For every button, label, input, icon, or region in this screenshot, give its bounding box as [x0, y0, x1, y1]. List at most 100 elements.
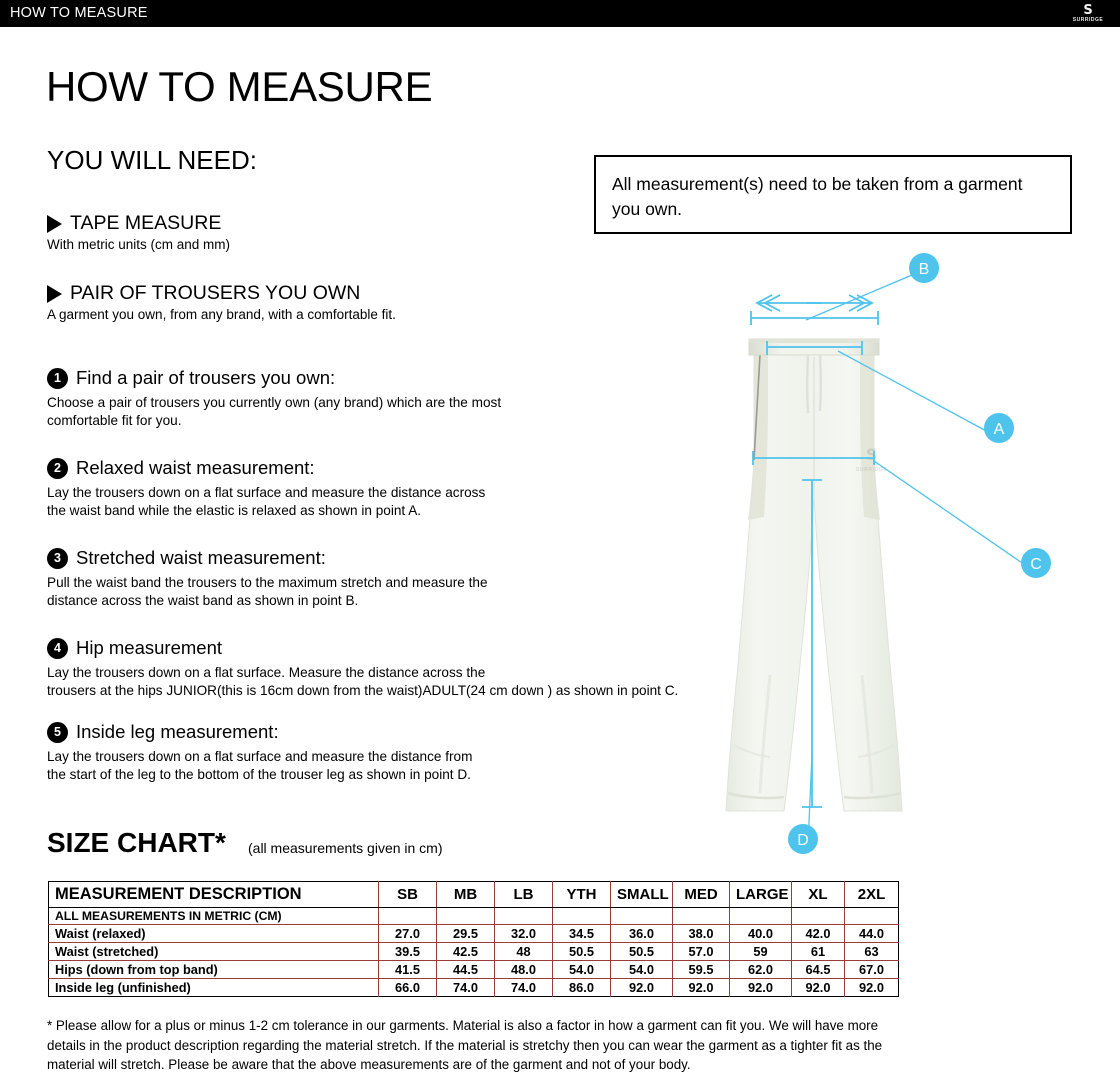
- step-1: 1 Find a pair of trousers you own: Choos…: [47, 367, 747, 429]
- table-row: Hips (down from top band) 41.5 44.5 48.0…: [48, 960, 899, 979]
- step-number-badge: 2: [47, 457, 68, 479]
- table-cell: 54.0: [610, 960, 673, 979]
- col-yth: YTH: [552, 881, 611, 908]
- step-header: 2 Relaxed waist measurement:: [47, 457, 747, 479]
- note-box: All measurement(s) need to be taken from…: [594, 155, 1072, 234]
- step-header: 3 Stretched waist measurement:: [47, 547, 747, 569]
- table-cell: 92.0: [729, 978, 792, 997]
- table-cell: 44.5: [436, 960, 495, 979]
- step-number-badge: 1: [47, 367, 68, 389]
- table-cell: 74.0: [494, 978, 553, 997]
- table-cell: 36.0: [610, 924, 673, 943]
- step-number-badge: 5: [47, 721, 68, 743]
- table-cell: 34.5: [552, 924, 611, 943]
- need-item-tape-measure: TAPE MEASURE With metric units (cm and m…: [47, 212, 230, 252]
- need-item-subtitle: With metric units (cm and mm): [47, 237, 231, 252]
- col-lb: LB: [494, 881, 553, 908]
- need-item-title: PAIR OF TROUSERS YOU OWN: [70, 282, 361, 304]
- table-cell: 59: [729, 942, 792, 961]
- row-label: Waist (stretched): [48, 942, 379, 961]
- surridge-logo: S SURRIDGE: [1062, 1, 1114, 26]
- step-body: Lay the trousers down on a flat surface …: [47, 749, 473, 782]
- table-cell: [494, 907, 553, 925]
- table-row: Waist (relaxed) 27.0 29.5 32.0 34.5 36.0…: [48, 924, 899, 943]
- callout-a: A: [984, 413, 1014, 443]
- step-title: Relaxed waist measurement:: [76, 457, 315, 478]
- measure-line-d: [802, 479, 822, 808]
- measure-line-b: [750, 294, 879, 325]
- size-chart-table: MEASUREMENT DESCRIPTION SB MB LB YTH SMA…: [48, 881, 899, 997]
- row-label: Hips (down from top band): [48, 960, 379, 979]
- table-cell: 32.0: [494, 924, 553, 943]
- callout-leader-lines: [805, 274, 1029, 846]
- surridge-logo-wordmark: SURRIDGE: [1072, 16, 1104, 23]
- callout-b: B: [909, 253, 939, 283]
- trousers-measurement-diagram: S SURRIDGE: [594, 245, 1094, 865]
- table-cell: 42.5: [436, 942, 495, 961]
- table-cell: 50.5: [610, 942, 673, 961]
- size-chart-heading: SIZE CHART*: [47, 827, 226, 858]
- table-cell: 48: [494, 942, 553, 961]
- table-cell: 63: [844, 942, 899, 961]
- step-body: Choose a pair of trousers you currently …: [47, 395, 502, 428]
- step-title: Stretched waist measurement:: [76, 547, 326, 568]
- step-3: 3 Stretched waist measurement: Pull the …: [47, 547, 747, 609]
- col-2xl: 2XL: [844, 881, 899, 908]
- table-cell: 54.0: [552, 960, 611, 979]
- table-cell: [672, 907, 730, 925]
- callout-a-label: A: [994, 421, 1005, 438]
- callout-c: C: [1021, 548, 1051, 578]
- note-box-text: All measurement(s) need to be taken from…: [612, 174, 1023, 219]
- table-cell: 92.0: [610, 978, 673, 997]
- table-cell: [729, 907, 792, 925]
- svg-text:SURRIDGE: SURRIDGE: [856, 467, 887, 473]
- table-cell: 92.0: [791, 978, 845, 997]
- step-body: Lay the trousers down on a flat surface.…: [47, 665, 679, 698]
- step-title: Hip measurement: [76, 637, 223, 658]
- triangle-bullet-icon: [47, 214, 62, 233]
- step-number-badge: 3: [47, 547, 68, 569]
- step-5: 5 Inside leg measurement: Lay the trouse…: [47, 721, 747, 783]
- step-header: 1 Find a pair of trousers you own:: [47, 367, 747, 389]
- step-body: Pull the waist band the trousers to the …: [47, 575, 488, 608]
- svg-text:S: S: [866, 445, 878, 464]
- step-title: Inside leg measurement:: [76, 721, 279, 742]
- trousers-illustration: S SURRIDGE: [725, 338, 903, 812]
- col-large: LARGE: [729, 881, 792, 908]
- callout-c-label: C: [1030, 556, 1042, 573]
- col-small: SMALL: [610, 881, 673, 908]
- table-cell: [610, 907, 673, 925]
- table-cell: [436, 907, 495, 925]
- need-item-trousers: PAIR OF TROUSERS YOU OWN A garment you o…: [47, 282, 396, 322]
- step-header: 5 Inside leg measurement:: [47, 721, 747, 743]
- table-row: Waist (stretched) 39.5 42.5 48 50.5 50.5…: [48, 942, 899, 961]
- row-label: Waist (relaxed): [48, 924, 379, 943]
- table-header-row: MEASUREMENT DESCRIPTION SB MB LB YTH SMA…: [48, 881, 899, 908]
- footnote-text: * Please allow for a plus or minus 1-2 c…: [47, 1018, 883, 1072]
- table-cell: 40.0: [729, 924, 792, 943]
- table-cell: 27.0: [378, 924, 437, 943]
- callout-d-label: D: [797, 832, 809, 849]
- table-cell: 67.0: [844, 960, 899, 979]
- callout-b-label: B: [919, 261, 930, 278]
- step-header: 4 Hip measurement: [47, 637, 747, 659]
- table-cell: 50.5: [552, 942, 611, 961]
- step-2: 2 Relaxed waist measurement: Lay the tro…: [47, 457, 747, 519]
- step-number-badge: 4: [47, 637, 68, 659]
- table-cell: 42.0: [791, 924, 845, 943]
- table-cell: 61: [791, 942, 845, 961]
- col-xl: XL: [791, 881, 845, 908]
- col-mb: MB: [436, 881, 495, 908]
- triangle-bullet-icon: [47, 284, 62, 303]
- table-cell: 92.0: [672, 978, 730, 997]
- table-cell: 39.5: [378, 942, 437, 961]
- size-chart-subnote: (all measurements given in cm): [248, 840, 443, 856]
- table-cell: 41.5: [378, 960, 437, 979]
- table-cell: 86.0: [552, 978, 611, 997]
- table-cell: 59.5: [672, 960, 730, 979]
- surridge-logo-mark: S: [1083, 2, 1093, 18]
- need-item-subtitle: A garment you own, from any brand, with …: [47, 307, 396, 322]
- callout-d: D: [788, 824, 818, 854]
- page-title: HOW TO MEASURE: [46, 63, 433, 110]
